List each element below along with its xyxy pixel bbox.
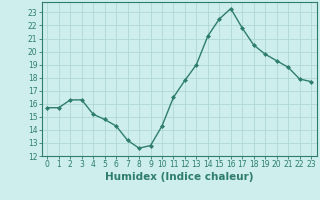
X-axis label: Humidex (Indice chaleur): Humidex (Indice chaleur): [105, 172, 253, 182]
